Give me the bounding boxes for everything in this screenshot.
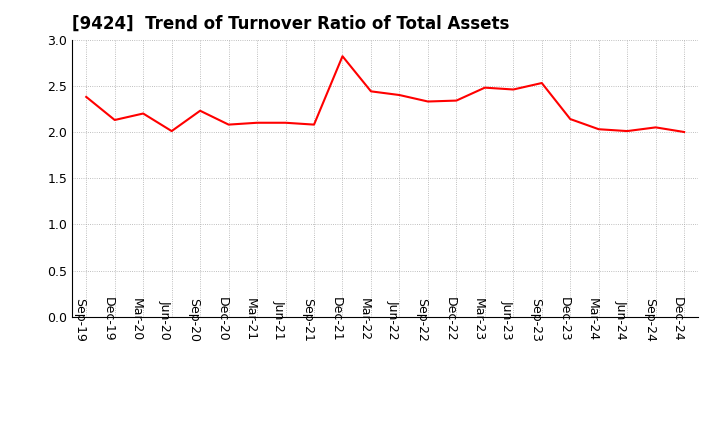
Text: [9424]  Trend of Turnover Ratio of Total Assets: [9424] Trend of Turnover Ratio of Total …: [72, 15, 509, 33]
